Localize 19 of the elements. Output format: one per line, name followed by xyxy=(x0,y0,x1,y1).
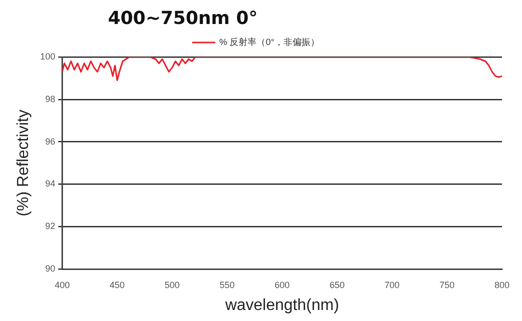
y-tick-label: 90 xyxy=(45,263,56,274)
x-tick-label: 600 xyxy=(274,280,290,290)
x-tick-label: 650 xyxy=(330,280,345,290)
legend-label: % 反射率（0°，非偏振） xyxy=(219,36,320,47)
y-tick-label: 94 xyxy=(45,178,56,189)
x-tick-label: 450 xyxy=(110,280,125,290)
y-tick-label: 100 xyxy=(40,51,56,62)
chart-title: 400~750nm 0° xyxy=(108,8,258,29)
x-axis-title: wavelength(nm) xyxy=(224,296,340,314)
x-tick-label: 750 xyxy=(440,280,455,290)
y-tick-label: 92 xyxy=(45,221,56,232)
x-tick-label: 400 xyxy=(54,280,70,290)
x-tick-label: 700 xyxy=(384,280,400,290)
x-tick-label: 550 xyxy=(220,280,235,290)
x-tick-label: 500 xyxy=(164,280,180,290)
y-tick-label: 98 xyxy=(45,94,56,104)
x-tick-label: 800 xyxy=(494,280,510,290)
y-tick-label: 96 xyxy=(45,136,56,146)
y-axis-title: (%) Reflectivity xyxy=(15,110,32,216)
